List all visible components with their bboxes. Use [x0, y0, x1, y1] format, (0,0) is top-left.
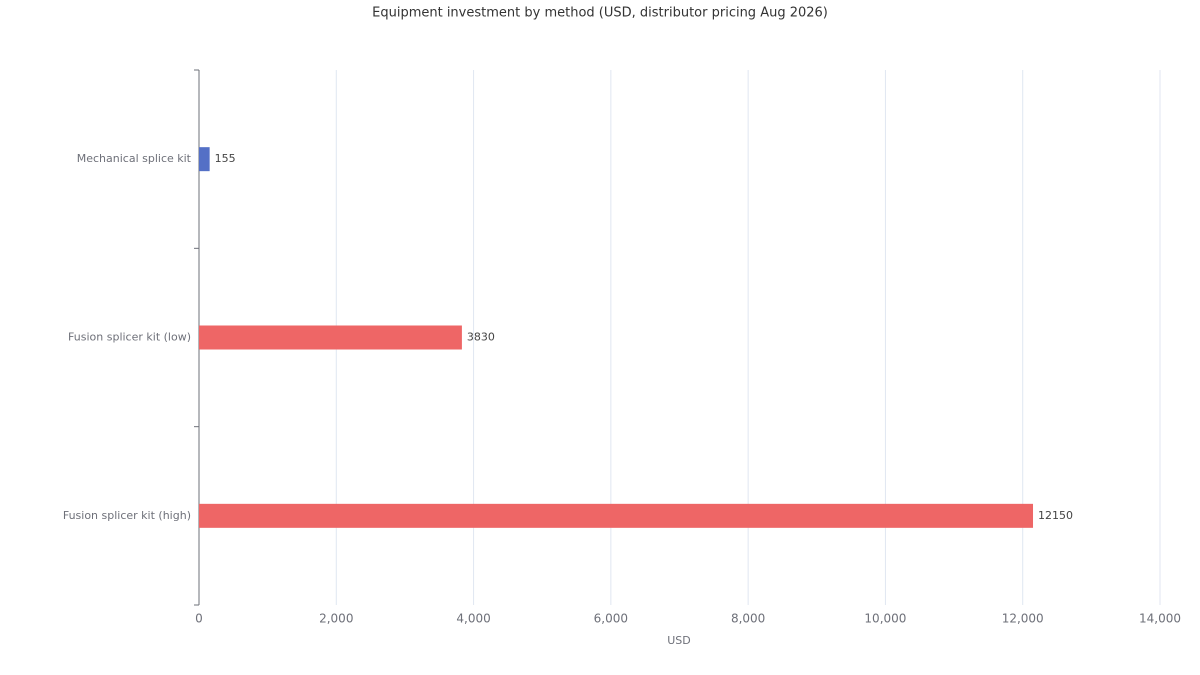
y-tick-label: Fusion splicer kit (high) — [63, 509, 191, 522]
y-tick-label: Fusion splicer kit (low) — [68, 331, 191, 344]
x-tick-label: 6,000 — [594, 612, 628, 626]
bar — [199, 147, 210, 172]
x-tick-label: 14,000 — [1139, 612, 1181, 626]
x-tick-label: 4,000 — [456, 612, 490, 626]
x-tick-label: 2,000 — [319, 612, 353, 626]
data-label: 3830 — [467, 331, 495, 344]
data-label: 155 — [215, 152, 236, 165]
bar — [199, 503, 1034, 528]
bar — [199, 325, 462, 350]
x-tick-label: 0 — [195, 612, 203, 626]
data-label: 12150 — [1038, 509, 1073, 522]
x-tick-label: 12,000 — [1002, 612, 1044, 626]
chart-title: Equipment investment by method (USD, dis… — [372, 6, 828, 21]
y-tick-label: Mechanical splice kit — [77, 152, 192, 165]
x-tick-label: 10,000 — [864, 612, 906, 626]
x-tick-label: 8,000 — [731, 612, 765, 626]
x-axis-label: USD — [667, 634, 691, 647]
